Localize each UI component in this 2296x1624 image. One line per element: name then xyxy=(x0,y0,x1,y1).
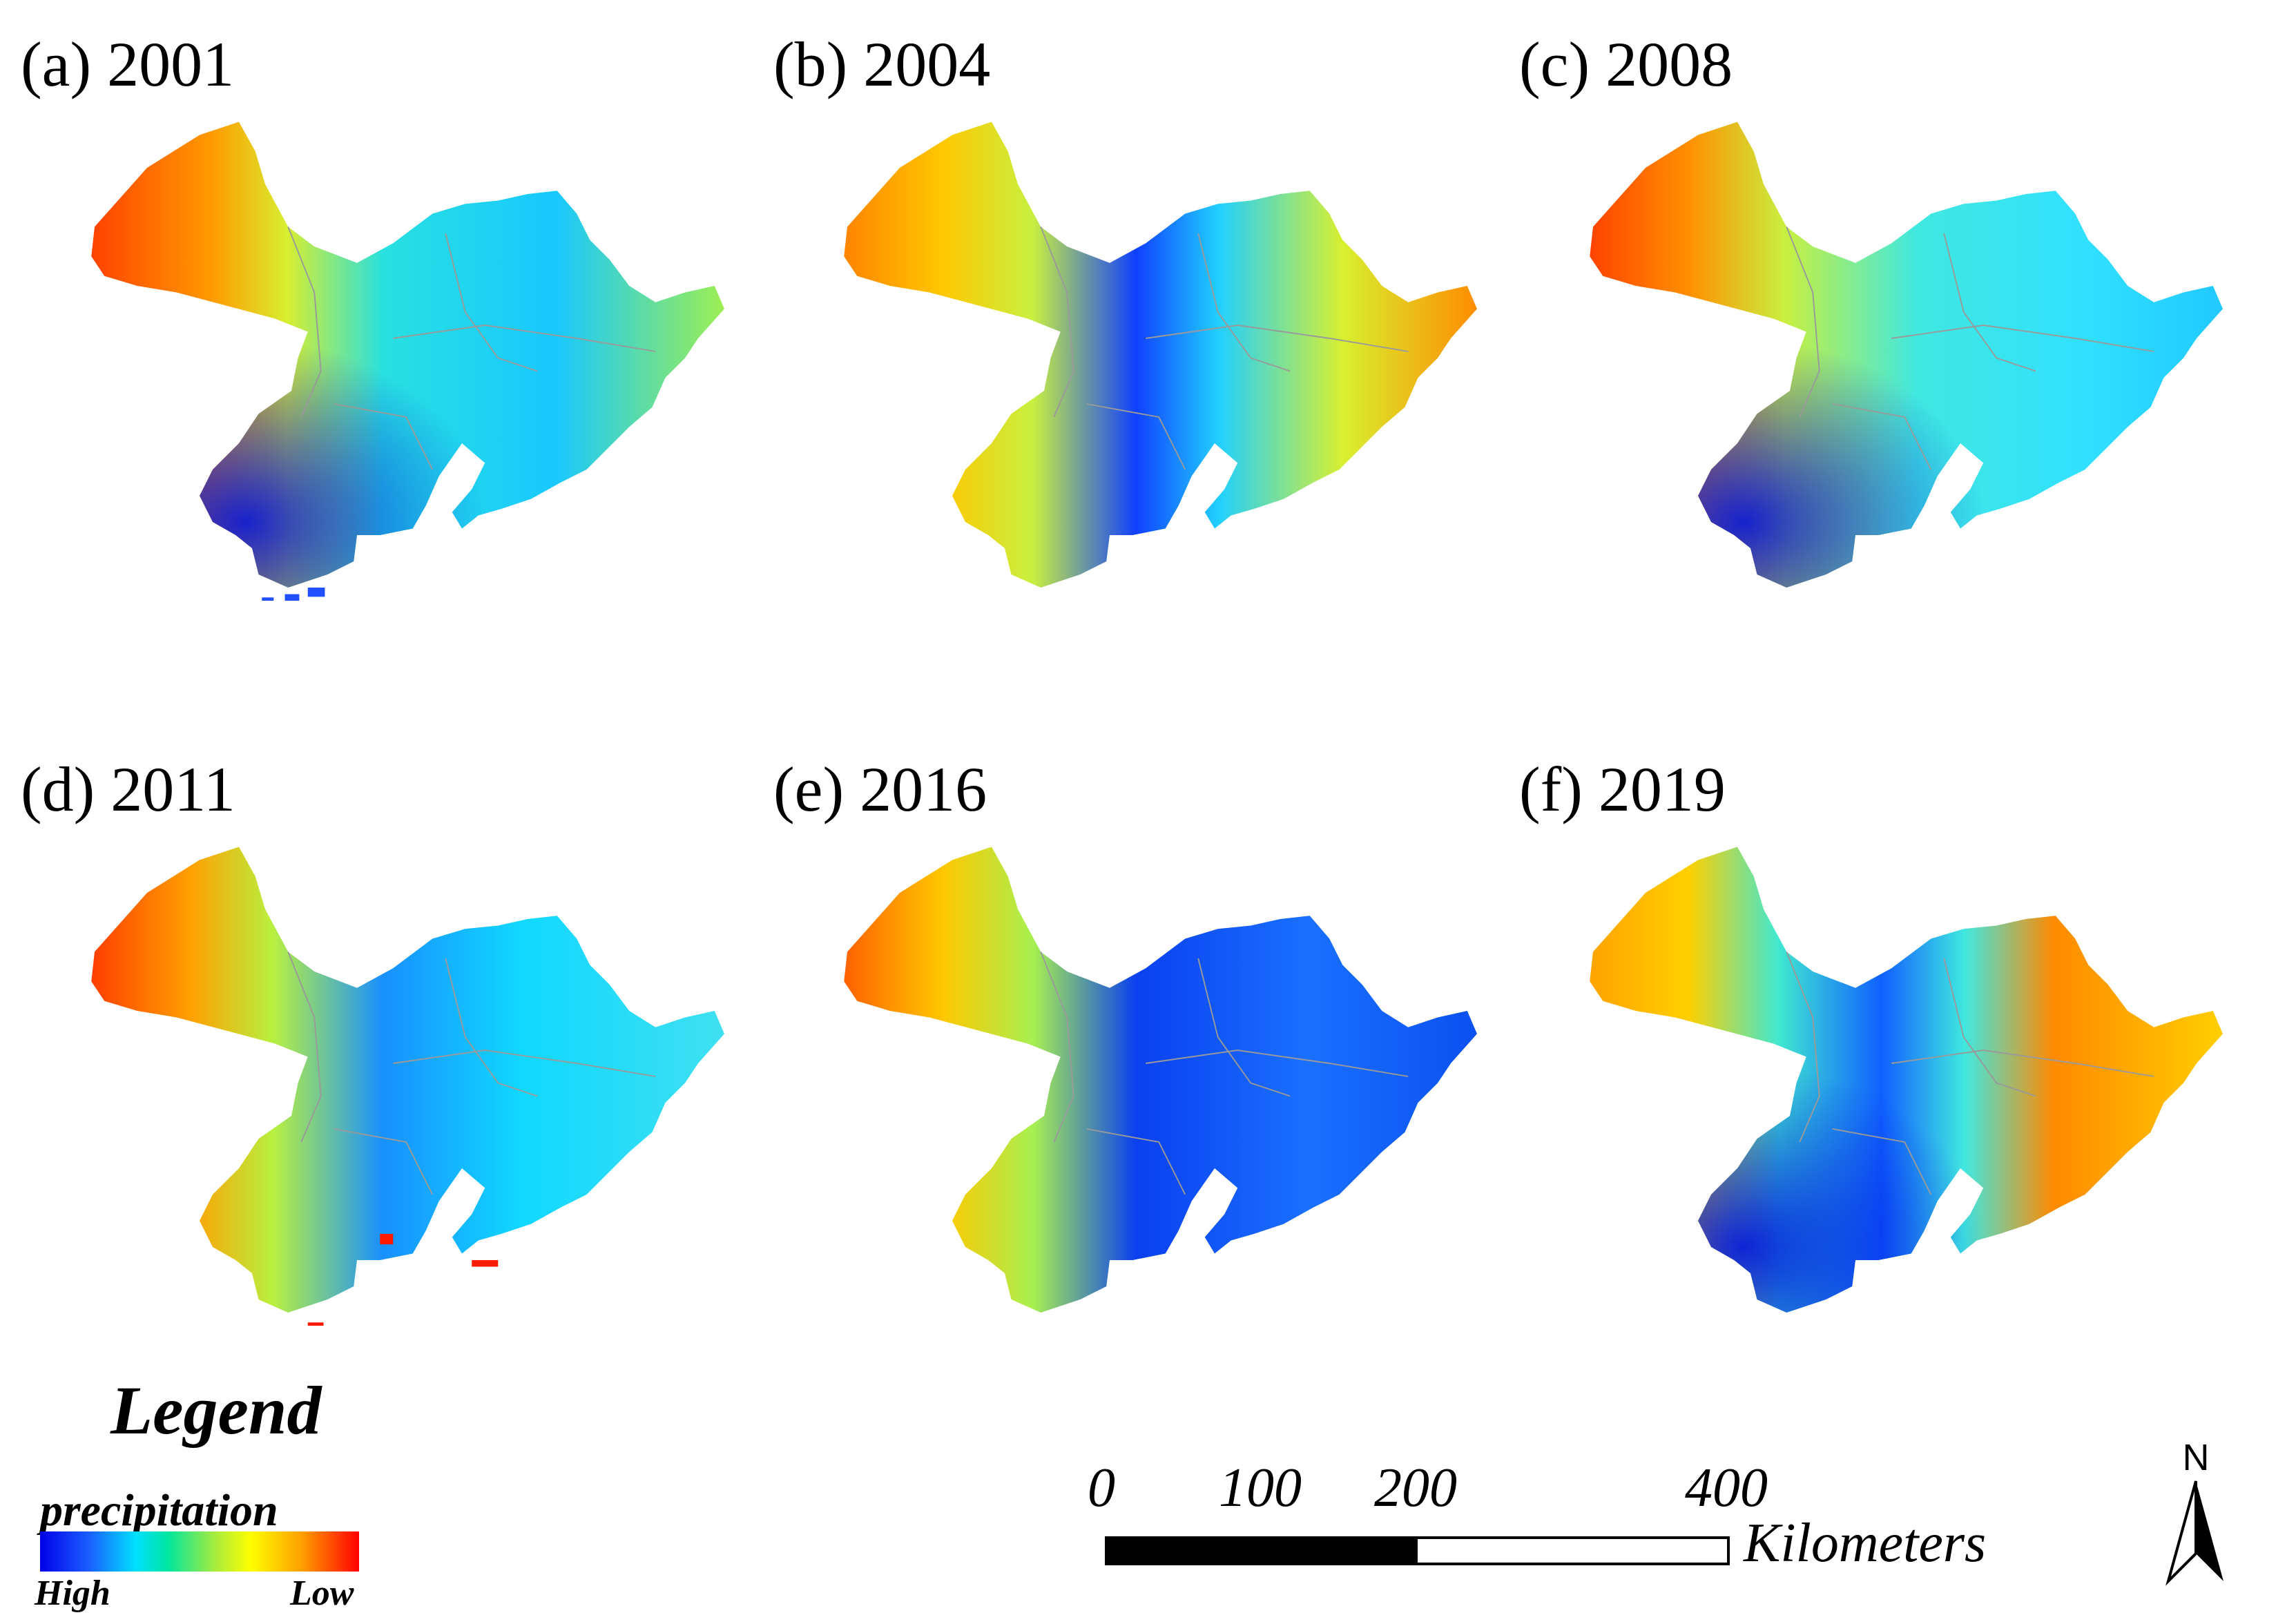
panel-b: (b) 2004 xyxy=(773,28,1498,635)
panel-c: (c) 2008 xyxy=(1519,28,2244,635)
panel-label: (b) 2004 xyxy=(773,29,991,99)
precipitation-map xyxy=(91,122,724,601)
panel-a: (a) 2001 xyxy=(21,28,746,635)
panel-label: (d) 2011 xyxy=(21,754,235,824)
scale-bar xyxy=(1105,1536,1730,1565)
panel-label: (c) 2008 xyxy=(1519,29,1733,99)
panel-f: (f) 2019 xyxy=(1519,753,2244,1360)
precipitation-map xyxy=(844,847,1477,1313)
panel-d: (d) 2011 xyxy=(21,753,746,1360)
panel-label: (f) 2019 xyxy=(1519,754,1726,824)
legend-color-ramp xyxy=(40,1531,359,1572)
north-arrow: N xyxy=(2154,1436,2237,1595)
legend-high-label: High xyxy=(35,1574,110,1613)
scale-tick-200: 200 xyxy=(1374,1458,1457,1518)
precipitation-map xyxy=(1590,122,2223,588)
precipitation-map xyxy=(1590,847,2223,1313)
precipitation-map xyxy=(91,847,724,1326)
legend-low-label: Low xyxy=(290,1574,354,1613)
panel-e: (e) 2016 xyxy=(773,753,1498,1360)
scale-bar-fill xyxy=(1108,1539,1418,1563)
panel-label: (e) 2016 xyxy=(773,754,987,824)
legend-title: Legend xyxy=(110,1372,322,1449)
scale-tick-0: 0 xyxy=(1088,1458,1115,1518)
scale-unit: Kilometers xyxy=(1744,1513,1987,1574)
legend-variable: precipitation xyxy=(40,1485,278,1536)
precipitation-map xyxy=(844,122,1477,588)
north-arrow-icon xyxy=(2165,1480,2223,1586)
panel-label: (a) 2001 xyxy=(21,29,235,99)
north-arrow-label: N xyxy=(2182,1437,2210,1478)
scale-tick-100: 100 xyxy=(1219,1458,1302,1518)
scale-tick-400: 400 xyxy=(1685,1458,1768,1518)
